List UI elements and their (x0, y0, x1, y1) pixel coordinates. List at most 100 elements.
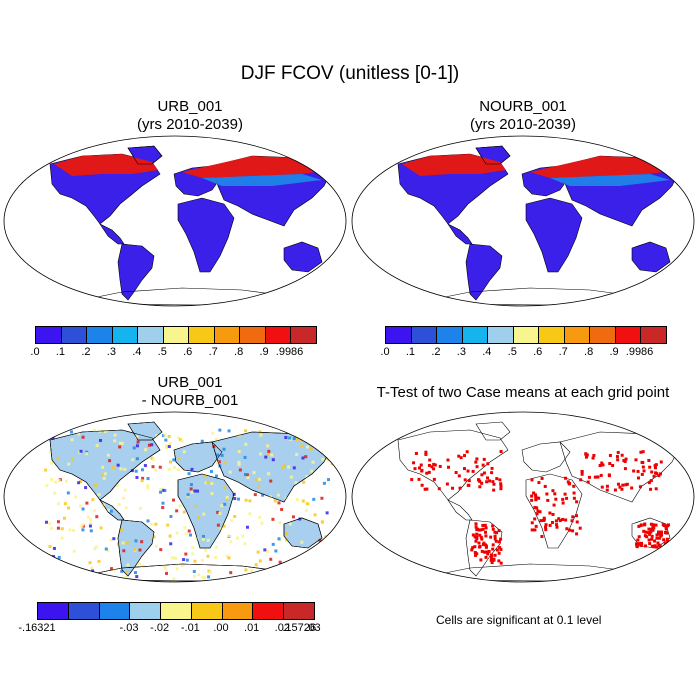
significant-cell (491, 524, 495, 528)
diff-cell (172, 466, 176, 470)
diff-cell (175, 531, 179, 535)
diff-cell (101, 473, 105, 477)
colorbar-swatch (130, 603, 162, 619)
diff-cell (66, 564, 70, 568)
colorbar-swatch (615, 327, 642, 343)
diff-cell (294, 481, 298, 485)
significant-cell (417, 466, 421, 470)
diff-cell (81, 523, 85, 527)
diff-cell (144, 448, 148, 452)
transition-eurasia (550, 174, 670, 186)
diff-cell (67, 462, 71, 466)
diff-cell (189, 487, 193, 491)
diff-cell (267, 472, 271, 476)
diff-cell (135, 575, 139, 579)
diff-cell (167, 467, 171, 471)
significant-cell (658, 544, 662, 548)
significant-cell (591, 456, 595, 460)
diff-cell (81, 435, 85, 439)
significant-cell (637, 524, 641, 528)
diff-cell (223, 461, 227, 465)
diff-cell (49, 526, 53, 530)
diff-cell (125, 541, 129, 545)
diff-cell (138, 506, 142, 510)
diff-cell (72, 549, 76, 553)
colorbar-swatch (641, 327, 667, 343)
significant-cell (608, 453, 612, 457)
significant-cell (639, 523, 643, 527)
significant-cell (420, 469, 424, 473)
diff-cell (222, 524, 226, 528)
significant-cell (659, 533, 663, 537)
diff-cell (328, 440, 332, 444)
diff-cell (244, 442, 248, 446)
colorbar-swatch (38, 603, 69, 619)
diff-cell (54, 480, 58, 484)
diff-cell (257, 485, 261, 489)
significant-cell (642, 529, 646, 533)
significant-cell (642, 523, 646, 527)
significant-cell (657, 532, 661, 536)
significant-cell (544, 525, 548, 529)
diff-cell (154, 522, 158, 526)
diff-cell (140, 479, 144, 483)
significant-cell (493, 534, 497, 538)
diff-cell (206, 480, 210, 484)
diff-cell (292, 436, 296, 440)
diff-cell (112, 568, 116, 572)
diff-cell (228, 470, 232, 474)
significant-cell (482, 541, 486, 545)
colorbar-swatch (112, 327, 139, 343)
diff-cell (90, 566, 94, 570)
significant-cell (471, 546, 475, 550)
diff-cell (170, 556, 174, 560)
significant-cell (419, 463, 423, 467)
diff-cell (191, 545, 195, 549)
diff-cell (311, 460, 315, 464)
diff-cell (312, 497, 316, 501)
significant-cell (489, 535, 493, 539)
significant-cell (605, 484, 609, 488)
diff-cell (147, 443, 151, 447)
diff-cell (285, 531, 289, 535)
significant-cell (463, 478, 467, 482)
significant-cell (608, 462, 612, 466)
diff-cell (300, 444, 304, 448)
panel-title-ttest-text: T-Test of two Case means at each grid po… (376, 384, 670, 401)
significant-cell (493, 530, 497, 534)
significant-cell (645, 535, 649, 539)
diff-cell (63, 502, 67, 506)
diff-cell (295, 498, 299, 502)
diff-cell (126, 563, 130, 567)
significant-cell (481, 527, 485, 531)
significant-cell (653, 464, 657, 468)
diff-cell (174, 556, 178, 560)
map-ttest (351, 411, 695, 583)
significant-cell (497, 529, 501, 533)
colorbar-swatch (253, 603, 285, 619)
colorbar-swatch (386, 327, 412, 343)
diff-cell (264, 455, 268, 459)
diff-cell (182, 510, 186, 514)
map-border (3, 411, 347, 583)
diff-cell (140, 540, 144, 544)
diff-cell (203, 474, 207, 478)
diff-cell (238, 468, 242, 472)
significant-cell (586, 480, 590, 484)
diff-cell (122, 496, 126, 500)
significant-cell (490, 466, 494, 470)
significant-cell (561, 517, 565, 521)
significant-cell (565, 527, 569, 531)
diff-cell (306, 445, 310, 449)
colorbar-swatch (138, 327, 164, 343)
diff-cell (162, 564, 166, 568)
continent-south-america (117, 243, 155, 301)
significant-cell (413, 467, 417, 471)
diff-cell (167, 434, 171, 438)
significant-cell (474, 539, 478, 543)
diff-cell (237, 460, 241, 464)
significant-cell (563, 492, 567, 496)
diff-cell (237, 462, 241, 466)
significant-cell (585, 453, 589, 457)
significant-cell (471, 533, 475, 537)
